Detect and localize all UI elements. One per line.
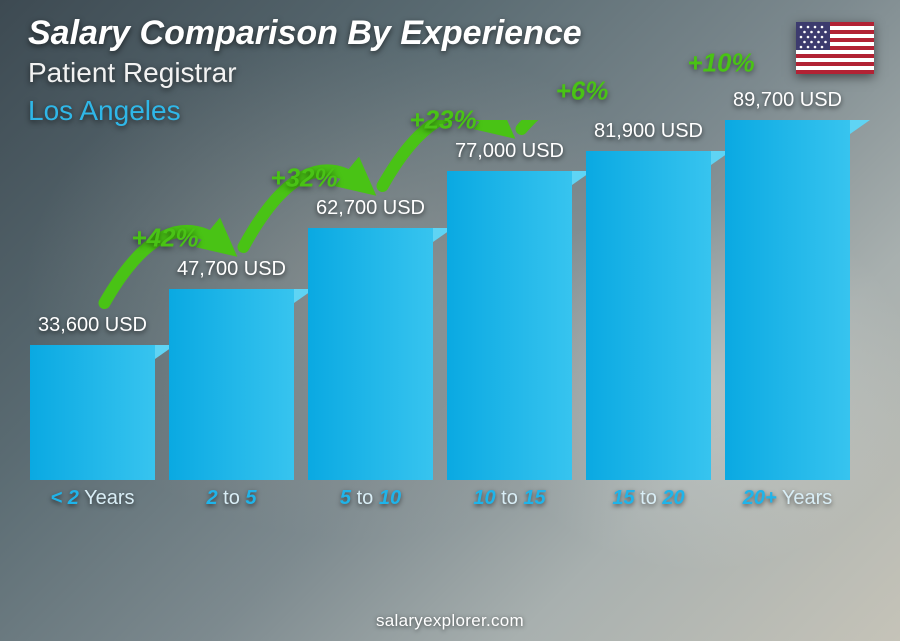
- bar: [586, 151, 711, 480]
- bar-value-label: 47,700 USD: [177, 258, 286, 281]
- page-subtitle: Patient Registrar: [28, 57, 582, 89]
- bar-slot: 89,700 USD20+ Years: [725, 89, 850, 480]
- bars-container: 33,600 USD< 2 Years47,700 USD2 to 562,70…: [30, 120, 850, 480]
- bar-front-face: [30, 345, 155, 480]
- increase-pct-label: +32%: [270, 163, 337, 194]
- bar-slot: 62,700 USD5 to 10: [308, 197, 433, 480]
- bar-front-face: [308, 228, 433, 480]
- us-flag-icon: [796, 22, 874, 74]
- bar-value-label: 89,700 USD: [733, 89, 842, 112]
- title-block: Salary Comparison By Experience Patient …: [28, 14, 582, 127]
- bar-value-label: 33,600 USD: [38, 314, 147, 337]
- bar-front-face: [169, 289, 294, 480]
- bar: [169, 289, 294, 480]
- bar: [447, 171, 572, 480]
- bar-category-label: 15 to 20: [586, 487, 711, 510]
- bar-slot: 81,900 USD15 to 20: [586, 120, 711, 480]
- bar: [30, 345, 155, 480]
- bar-category-label: 10 to 15: [447, 487, 572, 510]
- bar: [725, 120, 850, 480]
- bar-front-face: [586, 151, 711, 480]
- infographic-stage: Salary Comparison By Experience Patient …: [0, 0, 900, 641]
- bar-value-label: 62,700 USD: [316, 197, 425, 220]
- bar-front-face: [447, 171, 572, 480]
- bar-category-label: 2 to 5: [169, 487, 294, 510]
- increase-pct-label: +6%: [556, 76, 609, 107]
- increase-pct-label: +23%: [409, 105, 476, 136]
- footer-credit: salaryexplorer.com: [0, 611, 900, 631]
- increase-pct-label: +10%: [687, 47, 754, 78]
- page-title: Salary Comparison By Experience: [28, 14, 582, 53]
- bar-slot: 33,600 USD< 2 Years: [30, 314, 155, 480]
- bar-category-label: 5 to 10: [308, 487, 433, 510]
- bar-slot: 77,000 USD10 to 15: [447, 140, 572, 480]
- bar-value-label: 77,000 USD: [455, 140, 564, 163]
- bar-slot: 47,700 USD2 to 5: [169, 258, 294, 480]
- increase-pct-label: +42%: [131, 223, 198, 254]
- bar-value-label: 81,900 USD: [594, 120, 703, 143]
- bar-chart: 33,600 USD< 2 Years47,700 USD2 to 562,70…: [30, 120, 850, 571]
- bar: [308, 228, 433, 480]
- bar-category-label: < 2 Years: [30, 487, 155, 510]
- bar-front-face: [725, 120, 850, 480]
- bar-category-label: 20+ Years: [725, 487, 850, 510]
